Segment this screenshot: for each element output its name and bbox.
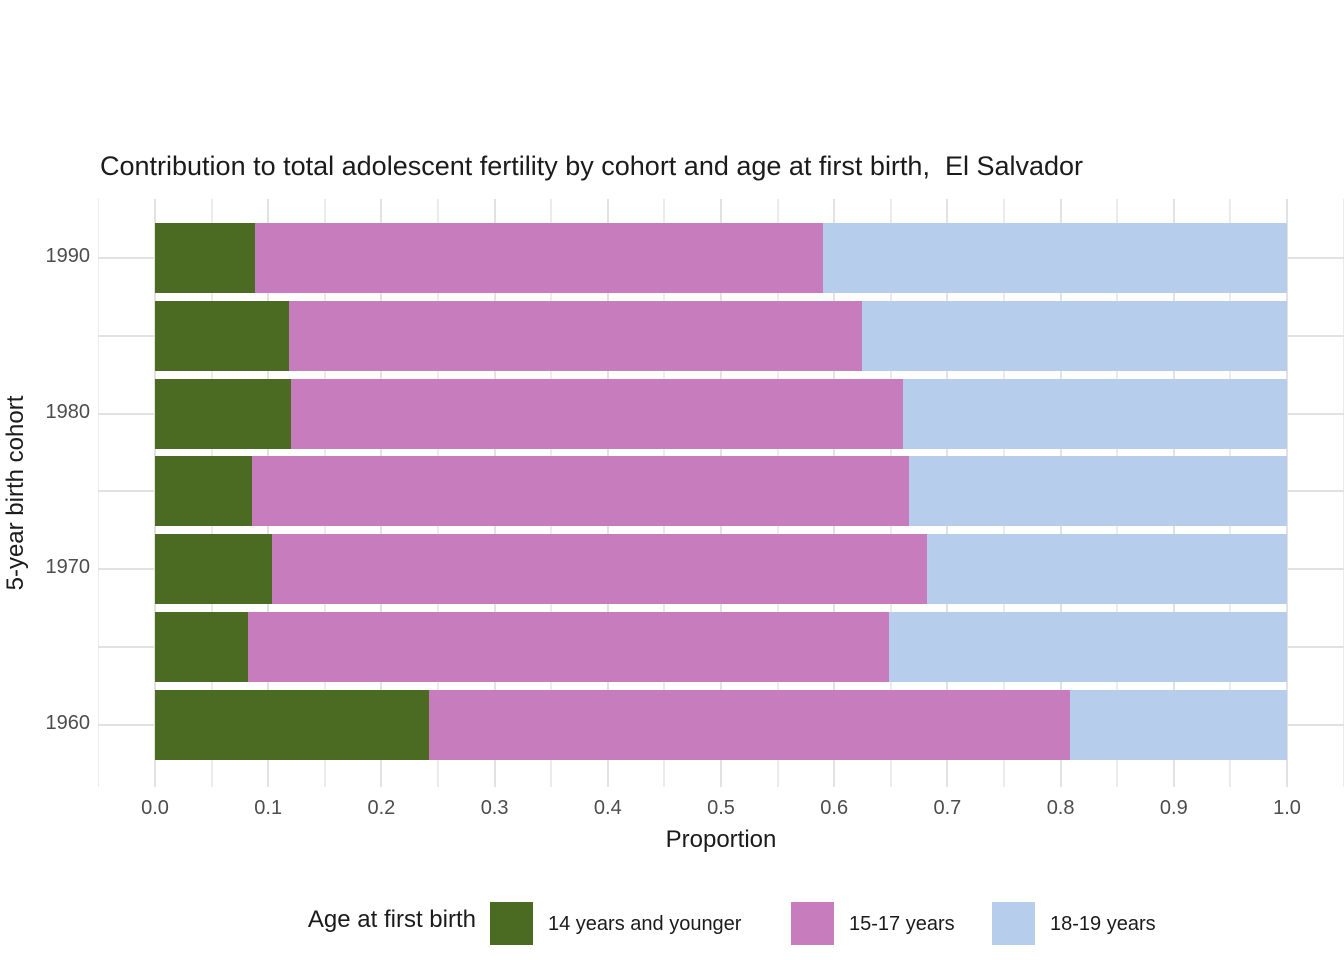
bar-segment (288, 300, 863, 371)
bar-segment (822, 223, 1287, 293)
bar-row-1980 (155, 378, 1287, 449)
legend-title: Age at first birth (307, 906, 476, 933)
bar-segment (908, 456, 1287, 527)
bar-row-1975 (155, 456, 1287, 527)
bar-segment (271, 534, 928, 605)
bar-row-1985 (155, 300, 1287, 371)
bar-row-1960 (155, 689, 1287, 760)
x-tick-label: 0.6 (820, 797, 849, 819)
x-tick-label: 0.0 (141, 797, 169, 819)
legend-swatch-15-17 (791, 902, 834, 945)
y-tick-label: 1990 (45, 245, 91, 267)
bar-segment (290, 378, 904, 449)
x-tick-label: 0.2 (367, 797, 396, 819)
x-tick-label: 0.3 (480, 797, 509, 819)
bar-segment (155, 378, 291, 449)
legend-label-15-17: 15-17 years (849, 913, 955, 935)
x-tick-label: 0.4 (593, 797, 622, 819)
y-tick-label: 1970 (45, 556, 91, 579)
bar-segment (903, 378, 1287, 449)
bar-row-1965 (155, 612, 1287, 682)
x-tick-label: 0.7 (933, 797, 962, 819)
bar-segment (254, 223, 823, 293)
bar-segment (247, 612, 889, 682)
bar-segment (862, 300, 1287, 371)
y-tick-label: 1960 (45, 711, 91, 734)
bar-segment (888, 612, 1287, 682)
x-tick-label: 0.1 (254, 797, 283, 819)
bar-segment (252, 456, 909, 527)
gridline-major (1286, 199, 1288, 787)
bar-segment (155, 300, 289, 371)
chart-title: Contribution to total adolescent fertili… (100, 151, 1084, 181)
legend-label-14-and-younger: 14 years and younger (548, 913, 742, 935)
bar-row-1970 (155, 534, 1287, 605)
bar-segment (155, 456, 253, 527)
x-tick-label: 0.9 (1159, 797, 1188, 819)
gridline-minor (98, 199, 100, 787)
bar-segment (155, 612, 248, 682)
bar-segment (155, 534, 272, 605)
gridline-minor (1342, 199, 1344, 787)
plot-panel (98, 199, 1344, 787)
x-tick-label: 0.5 (707, 797, 735, 819)
x-tick-label: 0.8 (1046, 797, 1075, 819)
bar-segment (1069, 689, 1287, 760)
bar-segment (155, 223, 255, 293)
legend-swatch-14-and-younger (490, 902, 533, 945)
legend-label-18-19: 18-19 years (1050, 913, 1156, 935)
x-axis-title: Proportion (665, 826, 777, 853)
bar-segment (155, 689, 429, 760)
x-tick-label: 1.0 (1273, 797, 1301, 819)
y-tick-label: 1980 (45, 400, 91, 423)
bar-segment (927, 534, 1287, 605)
bar-segment (428, 689, 1070, 760)
legend-swatch-18-19 (992, 902, 1035, 945)
bar-row-1990 (155, 223, 1287, 293)
